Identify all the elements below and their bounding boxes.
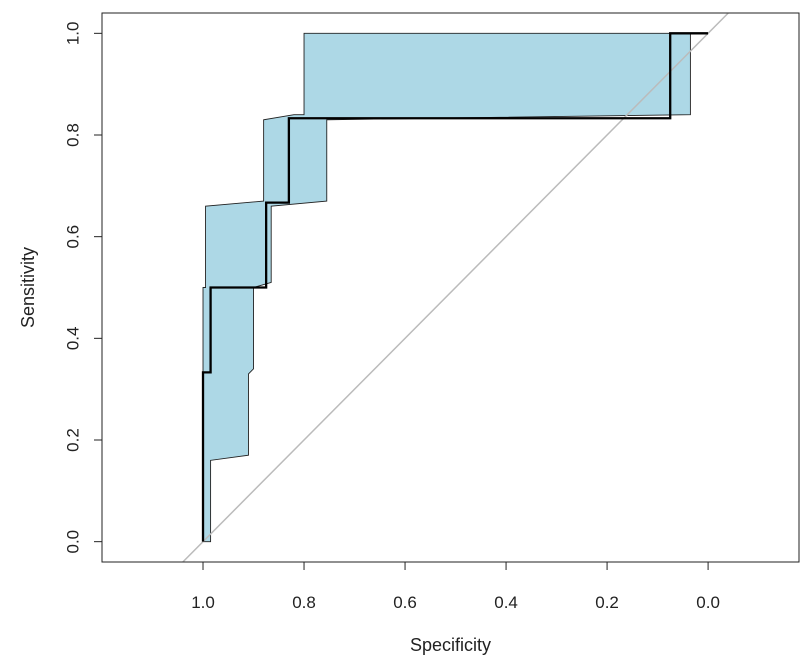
x-tick-label: 0.0 [696,593,720,612]
y-tick-label: 0.4 [64,327,83,351]
x-tick-label: 0.6 [393,593,417,612]
x-tick-label: 0.2 [595,593,619,612]
y-tick-label: 1.0 [64,22,83,46]
x-axis-title: Specificity [410,635,491,655]
roc-curve [201,32,709,542]
roc-curve-line [201,32,709,542]
y-axis-title: Sensitivity [18,247,38,328]
diagonal-line [182,13,729,562]
y-tick-label: 0.0 [64,530,83,554]
y-tick-label: 0.6 [64,225,83,249]
x-tick-label: 1.0 [191,593,215,612]
y-tick-label: 0.8 [64,123,83,147]
x-axis: 1.0 0.8 0.6 0.4 0.2 0.0 [191,561,720,612]
reference-diagonal [182,13,729,562]
x-tick-label: 0.4 [494,593,518,612]
y-axis: 0.0 0.2 0.4 0.6 0.8 1.0 [64,22,103,554]
x-tick-label: 0.8 [292,593,316,612]
y-tick-label: 0.2 [64,428,83,452]
